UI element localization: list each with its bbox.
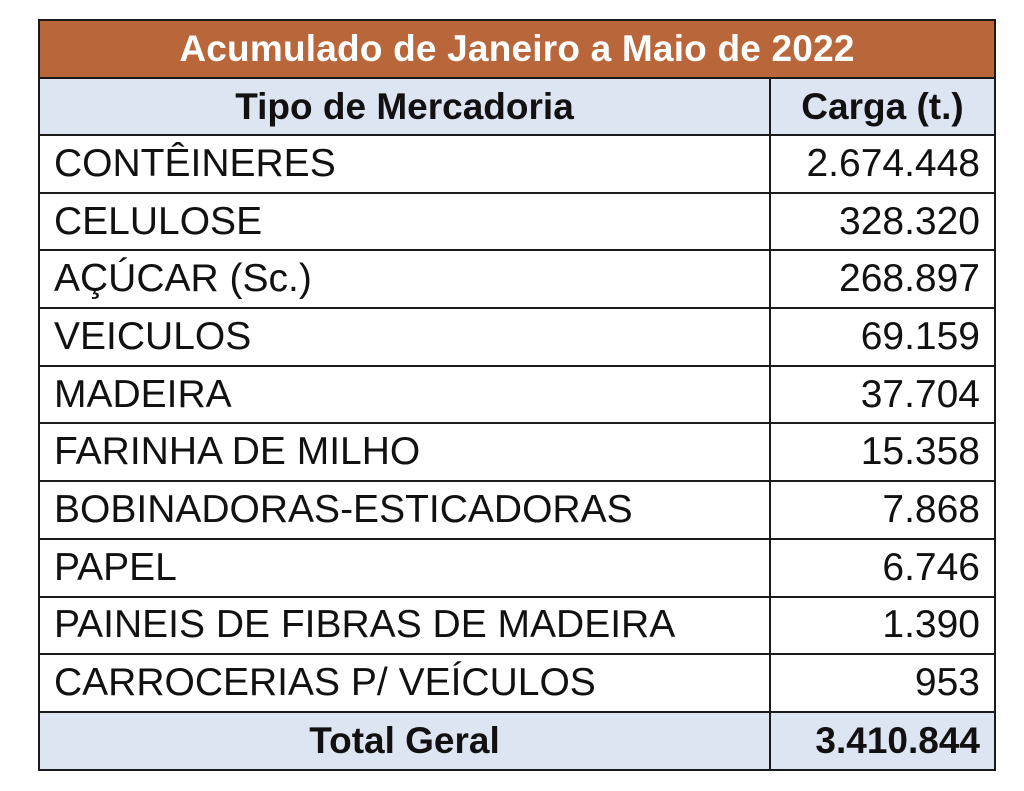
cell-load: 37.704	[769, 364, 996, 425]
table-row: BOBINADORAS-ESTICADORAS 7.868	[38, 480, 996, 540]
cell-load: 6.746	[769, 537, 996, 598]
table-row: PAPEL 6.746	[38, 537, 996, 598]
header-row: Tipo de Mercadoria Carga (t.)	[38, 77, 996, 136]
table-row: CELULOSE 328.320	[38, 191, 996, 252]
table-row: CARROCERIAS P/ VEÍCULOS 953	[38, 653, 996, 713]
cell-type: CELULOSE	[38, 191, 771, 252]
cell-load: 2.674.448	[769, 134, 996, 194]
table-row: CONTÊINERES 2.674.448	[38, 134, 996, 194]
cell-type: AÇÚCAR (Sc.)	[38, 249, 771, 310]
table-body: CONTÊINERES 2.674.448 CELULOSE 328.320 A…	[38, 134, 996, 713]
cell-load: 953	[769, 653, 996, 713]
cell-type: VEICULOS	[38, 307, 771, 367]
cell-load: 15.358	[769, 422, 996, 483]
cell-load: 328.320	[769, 191, 996, 252]
table-row: MADEIRA 37.704	[38, 364, 996, 425]
cell-type: BOBINADORAS-ESTICADORAS	[38, 480, 771, 540]
cell-load: 268.897	[769, 249, 996, 310]
cell-type: CONTÊINERES	[38, 134, 771, 194]
total-value: 3.410.844	[769, 710, 996, 771]
cell-type: MADEIRA	[38, 364, 771, 425]
table-title: Acumulado de Janeiro a Maio de 2022	[38, 19, 996, 79]
column-header-load: Carga (t.)	[769, 77, 996, 136]
table-row: FARINHA DE MILHO 15.358	[38, 422, 996, 483]
cell-load: 7.868	[769, 480, 996, 540]
cell-type: PAINEIS DE FIBRAS DE MADEIRA	[38, 595, 771, 656]
title-row: Acumulado de Janeiro a Maio de 2022	[38, 19, 996, 79]
cell-type: PAPEL	[38, 537, 771, 598]
table-row: PAINEIS DE FIBRAS DE MADEIRA 1.390	[38, 595, 996, 656]
cargo-table-container: Acumulado de Janeiro a Maio de 2022 Tipo…	[38, 19, 996, 771]
cell-type: CARROCERIAS P/ VEÍCULOS	[38, 653, 771, 713]
column-header-type: Tipo de Mercadoria	[38, 77, 771, 136]
cell-load: 69.159	[769, 307, 996, 367]
total-label: Total Geral	[38, 710, 771, 771]
cargo-table: Acumulado de Janeiro a Maio de 2022 Tipo…	[38, 19, 996, 771]
table-row: VEICULOS 69.159	[38, 307, 996, 367]
total-row: Total Geral 3.410.844	[38, 710, 996, 771]
cell-load: 1.390	[769, 595, 996, 656]
table-row: AÇÚCAR (Sc.) 268.897	[38, 249, 996, 310]
cell-type: FARINHA DE MILHO	[38, 422, 771, 483]
